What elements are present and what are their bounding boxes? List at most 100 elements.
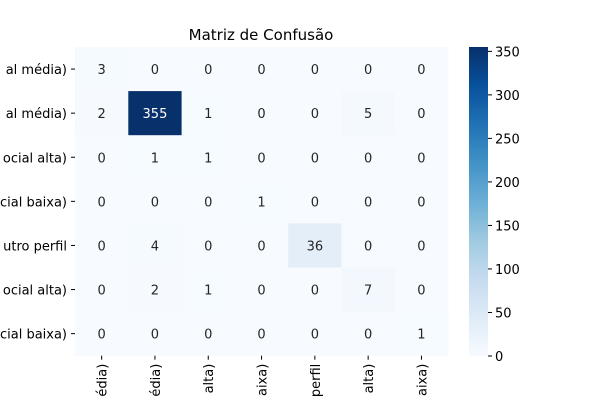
colorbar-gradient xyxy=(469,47,488,356)
cell-value-label: 0 xyxy=(311,328,319,343)
cell-value-label: 0 xyxy=(364,151,372,166)
cell-value-label: 0 xyxy=(364,239,372,254)
heatmap-cell xyxy=(341,91,396,136)
x-axis-ticks: édia) édia) alta) aixa) perfil alta) aixa) xyxy=(96,355,430,397)
y-tick-label: ocial alta) xyxy=(3,151,67,166)
heatmap-cell xyxy=(128,91,182,136)
cell-value-label: 0 xyxy=(151,328,159,343)
heatmap-cell xyxy=(341,223,396,268)
heatmap-cell xyxy=(75,223,129,268)
heatmap-cell xyxy=(75,267,129,312)
heatmap-cell xyxy=(394,311,449,357)
heatmap-cell xyxy=(128,223,182,268)
heatmap-cell xyxy=(128,267,182,312)
heatmap-cell xyxy=(75,311,129,357)
colorbar-tick-label: 350 xyxy=(495,45,520,60)
heatmap-cell xyxy=(234,223,289,268)
cell-value-label: 0 xyxy=(151,195,159,210)
chart-title: Matriz de Confusão xyxy=(189,26,334,44)
cell-value-label: 0 xyxy=(364,195,372,210)
heatmap-cell xyxy=(288,179,342,224)
heatmap-cell xyxy=(75,179,129,224)
heatmap-cell xyxy=(181,135,236,180)
colorbar-tick-label: 150 xyxy=(495,219,520,234)
cell-value-label: 0 xyxy=(204,328,212,343)
heatmap-cell xyxy=(234,47,289,92)
cell-value-label: 0 xyxy=(98,195,106,210)
heatmap-cell xyxy=(288,47,342,92)
cell-value-label: 0 xyxy=(417,63,425,78)
cell-value-label: 0 xyxy=(311,195,319,210)
cell-value-label: 355 xyxy=(143,107,168,122)
heatmap-cell xyxy=(341,135,396,180)
heatmap-cell xyxy=(181,179,236,224)
cell-value-label: 3 xyxy=(98,63,106,78)
cell-value-label: 2 xyxy=(98,107,106,122)
cell-value-label: 0 xyxy=(257,107,265,122)
y-axis-ticks: al média) al média) ocial alta) cial baixa)… xyxy=(0,63,75,343)
heatmap-cell xyxy=(288,311,342,357)
x-tick-label: aixa) xyxy=(415,364,430,396)
heatmap-cell xyxy=(75,135,129,180)
cell-value-label: 7 xyxy=(364,284,372,299)
y-tick-label: cial baixa) xyxy=(0,195,67,210)
cell-value-label: 0 xyxy=(98,151,106,166)
colorbar-tick-label: 50 xyxy=(495,306,512,321)
colorbar-tick-label: 250 xyxy=(495,132,520,147)
colorbar-tick-label: 200 xyxy=(495,176,520,191)
heatmap-cell xyxy=(288,135,342,180)
cell-value-label: 0 xyxy=(257,284,265,299)
cell-value-label: 0 xyxy=(417,151,425,166)
x-tick-label: édia) xyxy=(149,364,164,397)
heatmap-cell xyxy=(394,267,449,312)
heatmap-cell xyxy=(341,267,396,312)
colorbar-ticks: 0 50 100 150 200 250 300 350 xyxy=(488,45,520,365)
cell-value-label: 0 xyxy=(257,239,265,254)
y-tick-label: ocial alta) xyxy=(3,284,67,299)
cell-value-label: 0 xyxy=(311,151,319,166)
heatmap-cell xyxy=(234,135,289,180)
cell-value-label: 0 xyxy=(257,63,265,78)
cell-value-label: 0 xyxy=(204,63,212,78)
cell-value-label: 1 xyxy=(257,195,265,210)
heatmap-cell xyxy=(394,179,449,224)
cell-value-label: 0 xyxy=(204,239,212,254)
cell-value-label: 5 xyxy=(364,107,372,122)
cell-value-label: 0 xyxy=(417,195,425,210)
cell-value-label: 0 xyxy=(311,284,319,299)
cell-value-label: 0 xyxy=(257,328,265,343)
y-tick-label: al média) xyxy=(6,63,67,78)
heatmap-cell xyxy=(341,47,396,92)
y-tick-label: cial baixa) xyxy=(0,328,67,343)
heatmap-cell xyxy=(181,91,236,136)
cell-value-label: 0 xyxy=(98,284,106,299)
cell-value-label: 0 xyxy=(311,63,319,78)
cell-value-label: 0 xyxy=(98,239,106,254)
cell-value-label: 4 xyxy=(151,239,159,254)
colorbar-tick-label: 300 xyxy=(495,89,520,104)
heatmap-cell xyxy=(234,91,289,136)
heatmap-cell xyxy=(75,91,129,136)
heatmap-cell xyxy=(181,223,236,268)
heatmap-cell xyxy=(394,91,449,136)
heatmap-cell xyxy=(341,179,396,224)
heatmap-cell xyxy=(128,135,182,180)
colorbar: 0 50 100 150 200 250 300 350 xyxy=(469,45,520,365)
cell-value-label: 0 xyxy=(364,328,372,343)
x-tick-label: aixa) xyxy=(256,364,271,396)
cell-value-label: 1 xyxy=(204,284,212,299)
cell-value-label: 36 xyxy=(307,239,324,254)
cell-value-label: 0 xyxy=(311,107,319,122)
heatmap-cell xyxy=(288,267,342,312)
heatmap-cell xyxy=(288,91,342,136)
heatmap-cell xyxy=(181,47,236,92)
heatmap-cell xyxy=(341,311,396,357)
heatmap-cell xyxy=(394,135,449,180)
cell-value-label: 1 xyxy=(204,151,212,166)
colorbar-tick-label: 100 xyxy=(495,263,520,278)
heatmap-cell xyxy=(75,47,129,92)
x-tick-label: alta) xyxy=(362,364,377,394)
heatmap-cell xyxy=(128,179,182,224)
x-tick-label: alta) xyxy=(202,364,217,394)
